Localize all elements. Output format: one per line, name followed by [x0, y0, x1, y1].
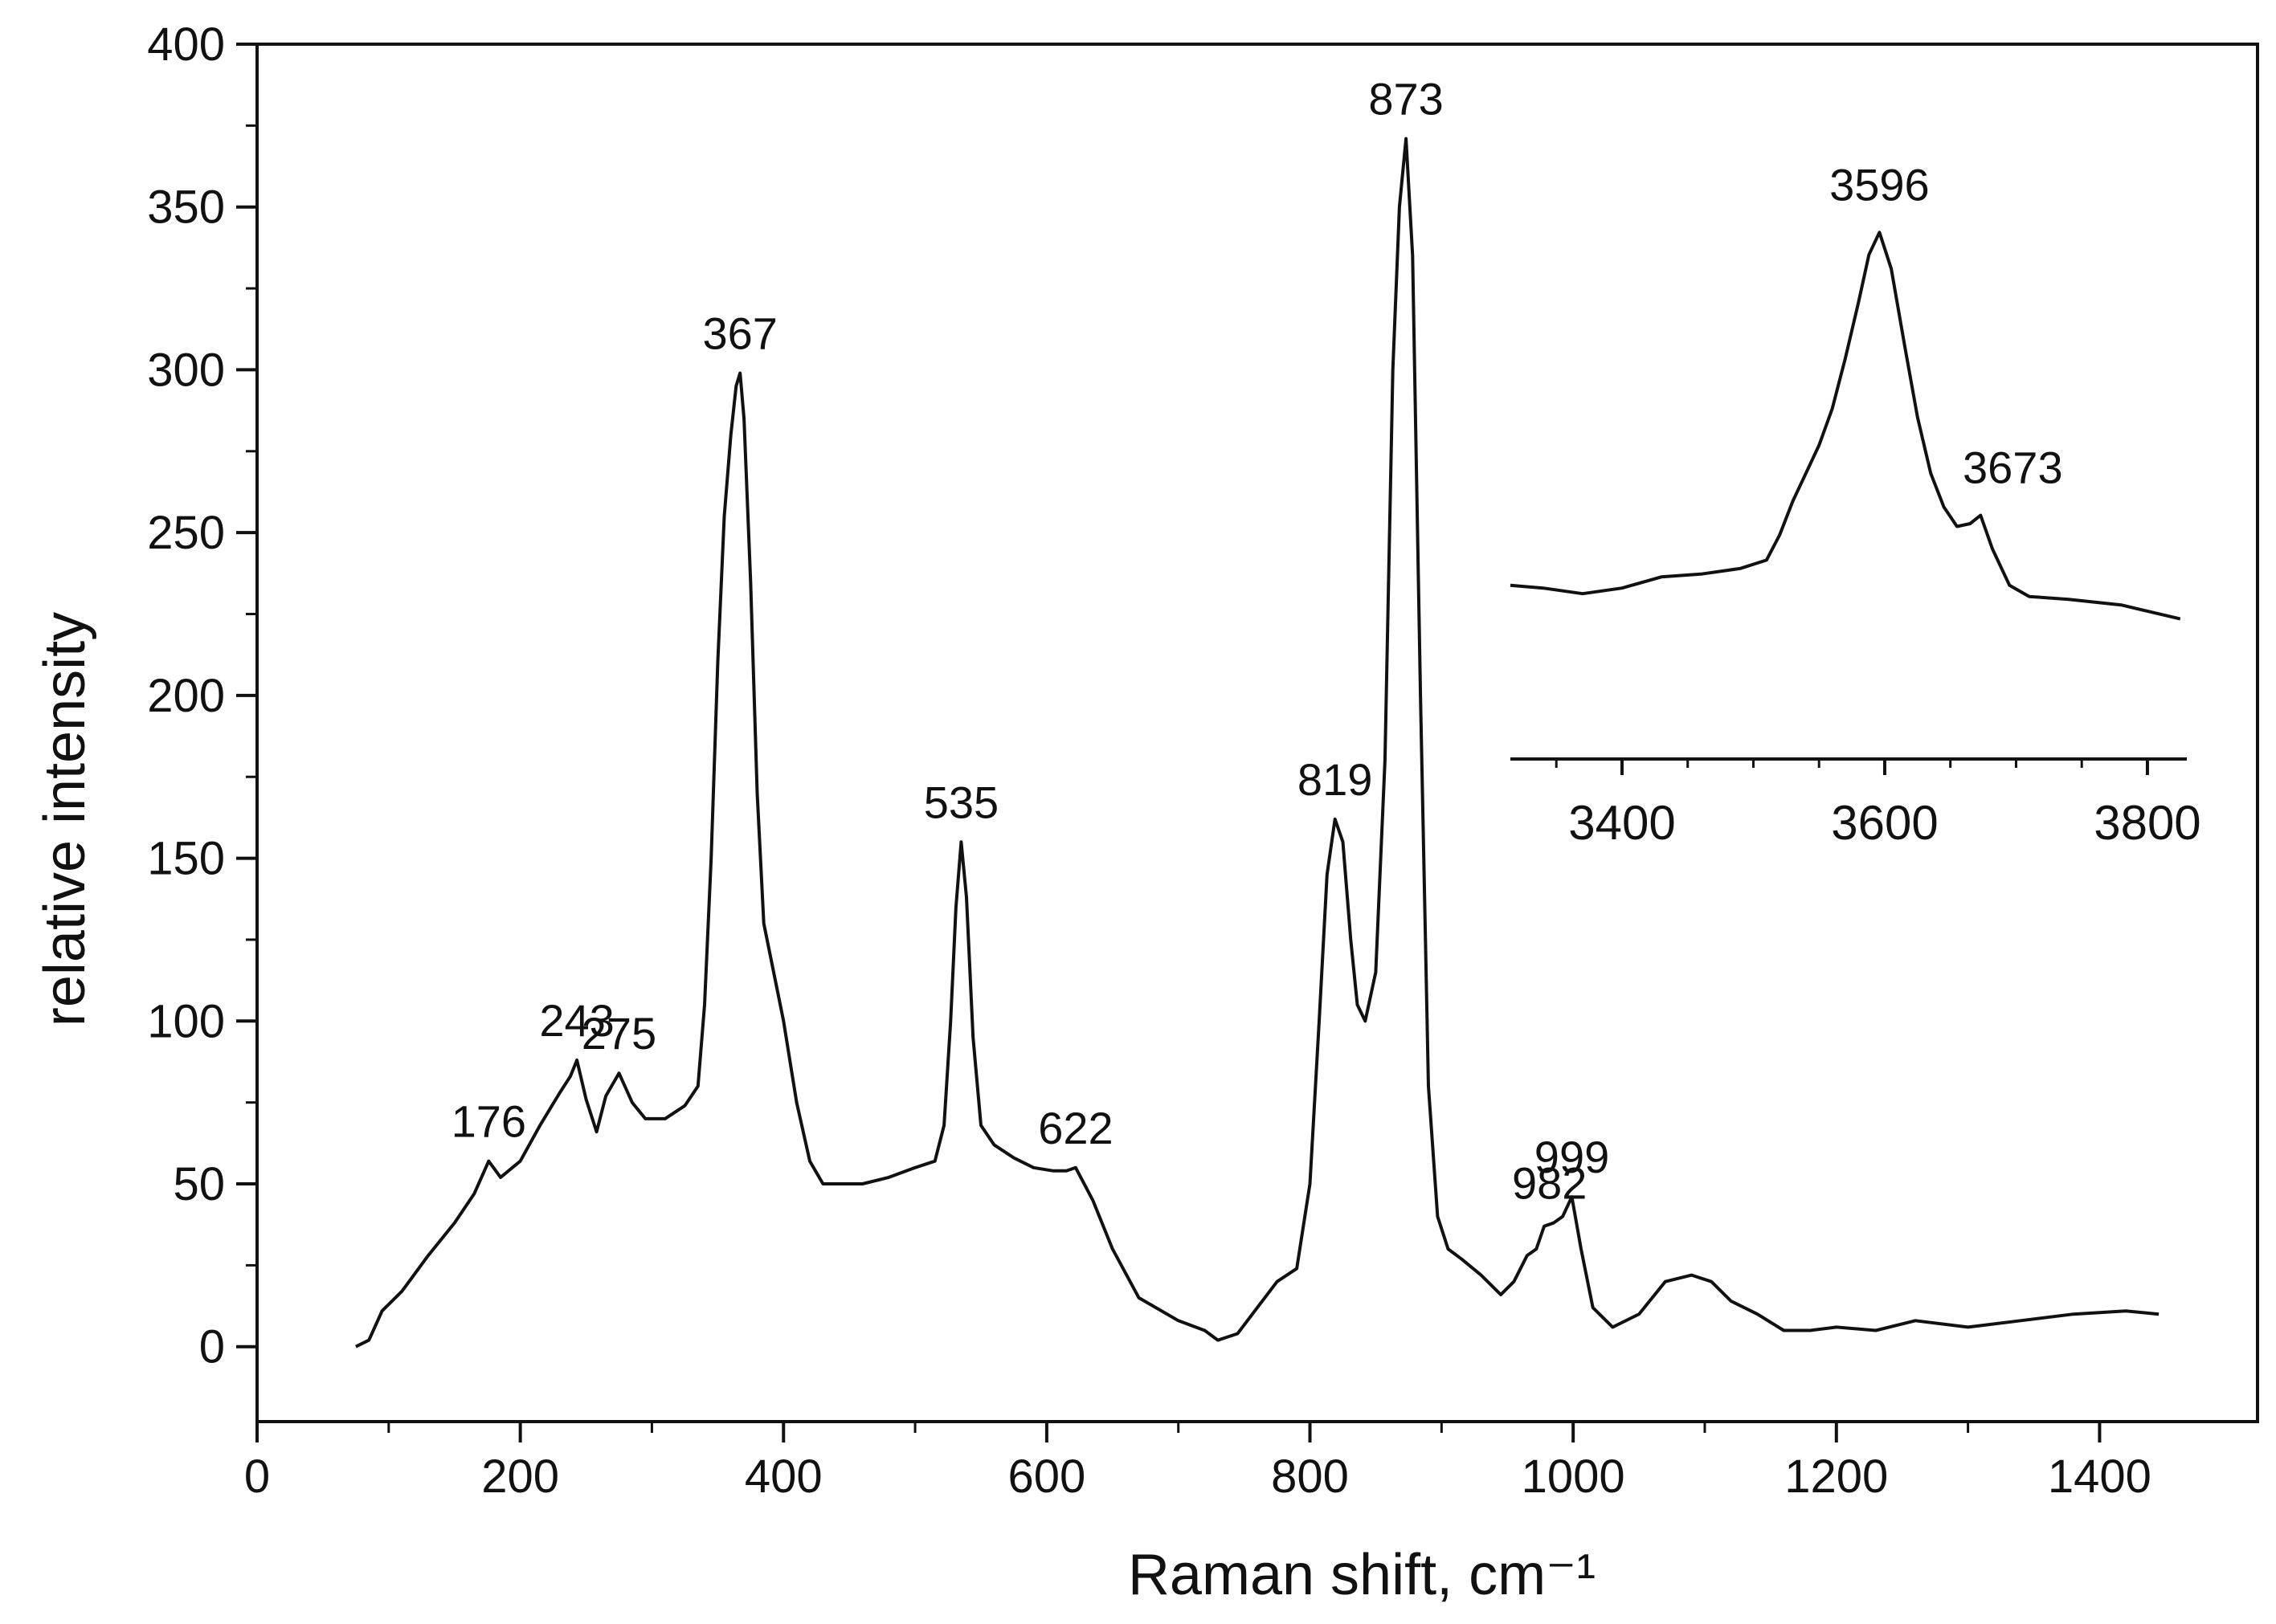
peak-label: 176	[452, 1096, 526, 1147]
x-tick-label: 600	[1008, 1451, 1086, 1503]
peak-label: 535	[924, 777, 999, 827]
y-axis-tick-labels: 0 50 100 150 200 250 300 350 400	[147, 18, 225, 1373]
y-tick-label: 50	[173, 1158, 225, 1210]
inset-x-tick-label: 3400	[1568, 796, 1675, 850]
y-axis-title: relative intensity	[33, 612, 97, 1026]
inset-x-axis-ticks	[1555, 759, 2149, 775]
peak-label: 819	[1297, 754, 1372, 805]
peak-label: 275	[582, 1008, 656, 1059]
peak-label: 622	[1038, 1103, 1113, 1153]
x-tick-label: 1200	[1784, 1451, 1888, 1503]
peak-label: 982	[1512, 1158, 1587, 1209]
peak-label: 243	[539, 995, 614, 1046]
x-axis-tick-labels: 0 200 400 600 800 1000 1200 1400	[244, 1451, 2151, 1503]
y-tick-label: 300	[147, 344, 225, 396]
inset-peak-label: 3596	[1829, 159, 1930, 210]
y-tick-label: 0	[199, 1321, 225, 1373]
y-tick-label: 150	[147, 833, 225, 885]
peak-label: 367	[702, 308, 777, 358]
peak-label: 873	[1368, 74, 1443, 124]
x-tick-label: 200	[481, 1451, 559, 1503]
x-tick-label: 1000	[1522, 1451, 1625, 1503]
x-tick-label: 1400	[2048, 1451, 2151, 1503]
y-tick-label: 200	[147, 670, 225, 722]
inset-peak-label: 3673	[1963, 443, 2063, 493]
y-tick-label: 400	[147, 18, 225, 71]
x-axis-ticks	[255, 1422, 2102, 1442]
x-tick-label: 0	[244, 1451, 270, 1503]
peak-label: 999	[1534, 1132, 1609, 1182]
spectrum-line	[355, 137, 2160, 1349]
y-tick-label: 100	[147, 995, 225, 1047]
y-axis-ticks	[236, 43, 257, 1349]
x-axis-title: Raman shift, cm⁻¹	[1128, 1543, 1596, 1607]
x-tick-label: 800	[1271, 1451, 1349, 1503]
inset-peak-labels: 3596 3673	[1829, 159, 2062, 492]
x-tick-label: 400	[745, 1451, 823, 1503]
inset-plot: 3400 3600 3800 3596 3673	[1510, 159, 2201, 850]
main-plot: 0 200 400 600 800 1000 1200 1400 0 50 100 150 200 25…	[147, 18, 2259, 1503]
y-tick-label: 350	[147, 182, 225, 234]
inset-spectrum-line	[1510, 231, 2181, 621]
inset-x-tick-label: 3800	[2094, 796, 2200, 850]
y-tick-label: 250	[147, 507, 225, 559]
inset-x-tick-label: 3600	[1831, 796, 1938, 850]
plot-frame	[255, 43, 2259, 1423]
inset-x-axis-tick-labels: 3400 3600 3800	[1568, 796, 2200, 850]
